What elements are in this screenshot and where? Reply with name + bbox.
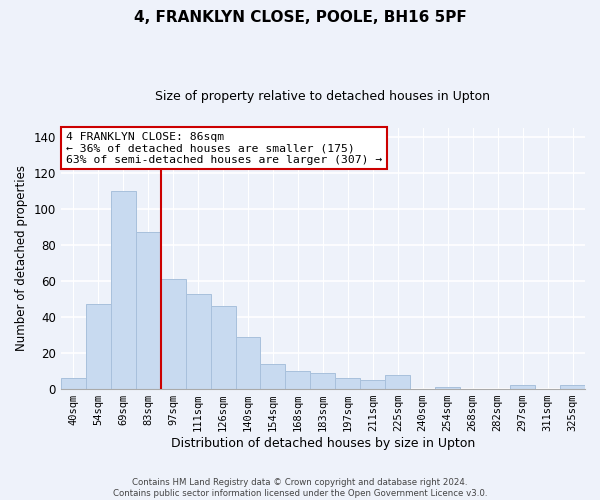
- Bar: [361, 380, 385, 389]
- Bar: [310, 373, 335, 389]
- Bar: [236, 337, 260, 389]
- Bar: [86, 304, 111, 389]
- Bar: [286, 371, 310, 389]
- Bar: [136, 232, 161, 389]
- Bar: [211, 306, 236, 389]
- Bar: [335, 378, 361, 389]
- Title: Size of property relative to detached houses in Upton: Size of property relative to detached ho…: [155, 90, 490, 103]
- Bar: [161, 279, 185, 389]
- Bar: [510, 386, 535, 389]
- Text: 4, FRANKLYN CLOSE, POOLE, BH16 5PF: 4, FRANKLYN CLOSE, POOLE, BH16 5PF: [134, 10, 466, 25]
- Bar: [560, 386, 585, 389]
- Bar: [111, 191, 136, 389]
- Y-axis label: Number of detached properties: Number of detached properties: [15, 166, 28, 352]
- Text: 4 FRANKLYN CLOSE: 86sqm
← 36% of detached houses are smaller (175)
63% of semi-d: 4 FRANKLYN CLOSE: 86sqm ← 36% of detache…: [66, 132, 382, 165]
- Text: Contains HM Land Registry data © Crown copyright and database right 2024.
Contai: Contains HM Land Registry data © Crown c…: [113, 478, 487, 498]
- Bar: [385, 374, 410, 389]
- Bar: [260, 364, 286, 389]
- Bar: [435, 388, 460, 389]
- Bar: [61, 378, 86, 389]
- X-axis label: Distribution of detached houses by size in Upton: Distribution of detached houses by size …: [171, 437, 475, 450]
- Bar: [185, 294, 211, 389]
